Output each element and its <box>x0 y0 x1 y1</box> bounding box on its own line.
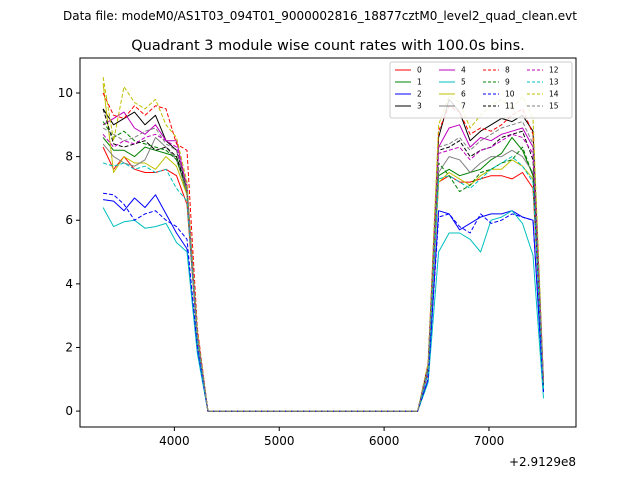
y-tick-label: 0 <box>65 404 73 418</box>
legend-label-13: 13 <box>549 78 559 87</box>
legend-label-7: 7 <box>461 102 466 111</box>
series-line-11 <box>102 108 544 412</box>
legend-label-6: 6 <box>461 90 466 99</box>
series-line-5 <box>102 207 544 412</box>
y-tick-label: 4 <box>65 277 73 291</box>
legend-label-12: 12 <box>549 66 559 75</box>
legend-label-9: 9 <box>505 78 510 87</box>
y-tick-label: 10 <box>58 86 73 100</box>
y-tick-label: 6 <box>65 213 73 227</box>
x-offset-label: +2.9129e8 <box>509 455 576 469</box>
y-tick-label: 2 <box>65 340 73 354</box>
legend-label-5: 5 <box>461 78 466 87</box>
x-tick-label: 5000 <box>264 434 295 448</box>
chart-title: Quadrant 3 module wise count rates with … <box>131 38 525 54</box>
x-axis: 4000 5000 6000 7000 <box>159 427 504 448</box>
x-tick-label: 7000 <box>474 434 505 448</box>
legend-label-11: 11 <box>505 102 515 111</box>
legend-label-1: 1 <box>417 78 422 87</box>
chart-suptitle: Data file: modeM0/AS1T03_094T01_90000028… <box>63 9 577 23</box>
legend-label-3: 3 <box>417 102 422 111</box>
axes-frame <box>79 57 577 428</box>
x-tick-label: 4000 <box>159 434 190 448</box>
plot-area <box>102 77 544 412</box>
legend-label-10: 10 <box>505 90 515 99</box>
x-tick-label: 6000 <box>369 434 400 448</box>
legend-label-2: 2 <box>417 90 422 99</box>
y-axis: 0 2 4 6 8 10 <box>58 86 80 418</box>
legend-box <box>389 61 573 119</box>
y-tick-label: 8 <box>65 150 73 164</box>
series-line-10 <box>103 192 544 412</box>
legend-label-8: 8 <box>505 66 510 75</box>
legend-label-0: 0 <box>417 66 422 75</box>
legend-label-15: 15 <box>549 102 559 111</box>
legend-label-14: 14 <box>549 90 559 99</box>
legend-label-4: 4 <box>461 66 466 75</box>
series-line-13 <box>102 156 544 412</box>
series-line-15 <box>102 121 544 412</box>
series-line-2 <box>103 194 544 412</box>
